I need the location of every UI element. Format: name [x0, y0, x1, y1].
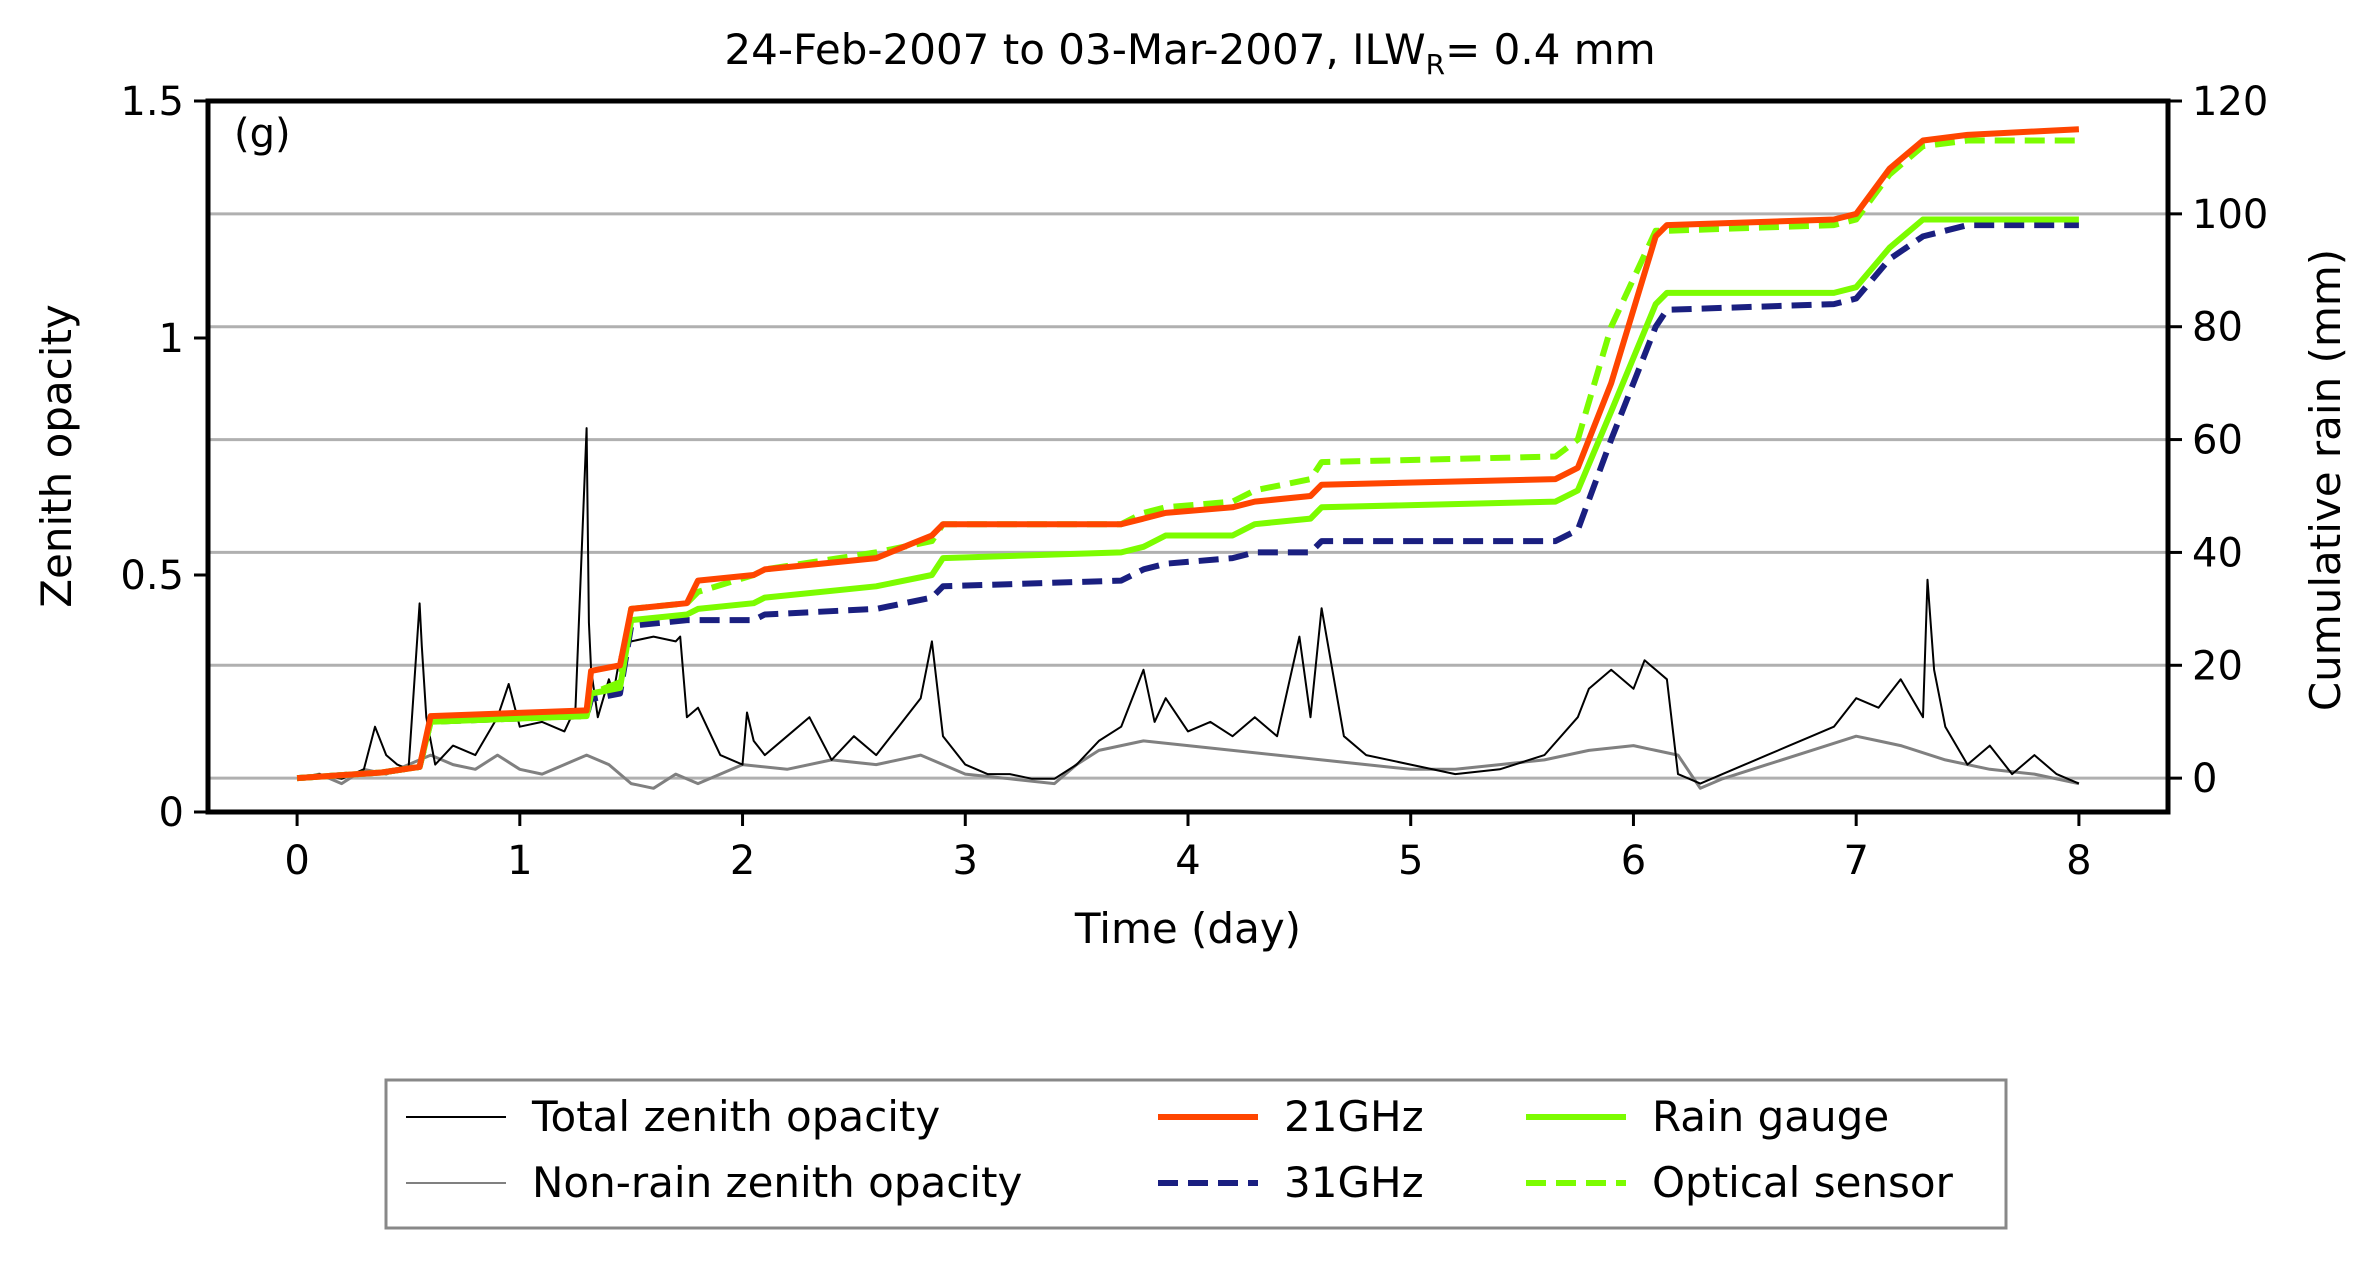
- y-right-tick-label: 60: [2192, 418, 2243, 464]
- y-left-tick-label: 0: [159, 790, 184, 836]
- x-axis: 0 1 2 3 4 5 6 7 8: [284, 812, 2092, 884]
- y-axis-left-label: Zenith opacity: [32, 304, 81, 608]
- y-right-tick-label: 120: [2192, 79, 2268, 125]
- chart-title-subscript: R: [1426, 48, 1445, 81]
- chart-title-tail: = 0.4 mm: [1445, 25, 1656, 74]
- x-tick-label: 5: [1398, 838, 1423, 884]
- y-axis-left: 0 0.5 1 1.5: [120, 79, 208, 836]
- series-line-optical-sensor: [296, 137, 2079, 782]
- x-tick-label: 8: [2066, 838, 2091, 884]
- series-line-non-rain-zenith-opacity: [296, 734, 2080, 790]
- legend-label: Optical sensor: [1652, 1158, 1954, 1207]
- x-axis-label: Time (day): [1074, 904, 1301, 953]
- series-line-31ghz: [296, 222, 2079, 782]
- y-right-tick-label: 80: [2192, 305, 2243, 351]
- y-axis-right-label: Cumulative rain (mm): [2301, 249, 2350, 711]
- legend-frame: [384, 1078, 2008, 1230]
- legend-label: Rain gauge: [1652, 1092, 1889, 1141]
- series-line-total-zenith-opacity: [296, 427, 2080, 785]
- x-tick-label: 1: [507, 838, 532, 884]
- y-left-tick-label: 1: [159, 316, 184, 362]
- y-left-tick-label: 0.5: [120, 553, 184, 599]
- series-layer: [296, 126, 2080, 790]
- y-left-tick-label: 1.5: [120, 79, 184, 125]
- x-tick-label: 0: [284, 838, 309, 884]
- legend-label: Non-rain zenith opacity: [532, 1158, 1022, 1207]
- legend-label: 31GHz: [1284, 1158, 1424, 1207]
- x-tick-label: 7: [1843, 838, 1868, 884]
- x-tick-label: 4: [1175, 838, 1200, 884]
- gridlines: [208, 212, 2168, 780]
- y-right-tick-label: 100: [2192, 192, 2268, 238]
- legend-items: Total zenith opacity Non-rain zenith opac…: [406, 1092, 1954, 1207]
- x-tick-label: 6: [1621, 838, 1646, 884]
- x-tick-label: 2: [730, 838, 755, 884]
- series-line-rain-gauge: [296, 216, 2079, 782]
- legend: Total zenith opacity Non-rain zenith opac…: [384, 1078, 2008, 1230]
- legend-label: Total zenith opacity: [531, 1092, 940, 1141]
- series-line-21ghz: [296, 126, 2080, 782]
- y-right-tick-label: 40: [2192, 530, 2243, 576]
- chart-title: 24-Feb-2007 to 03-Mar-2007, ILWR= 0.4 mm: [724, 25, 1655, 81]
- panel-label: (g): [234, 111, 291, 157]
- legend-label: 21GHz: [1284, 1092, 1424, 1141]
- y-right-tick-label: 0: [2192, 756, 2217, 802]
- x-tick-label: 3: [953, 838, 978, 884]
- y-right-tick-label: 20: [2192, 643, 2243, 689]
- y-axis-right: 0 20 40 60 80 100 120: [2168, 79, 2268, 802]
- chart-title-main: 24-Feb-2007 to 03-Mar-2007, ILW: [724, 25, 1425, 74]
